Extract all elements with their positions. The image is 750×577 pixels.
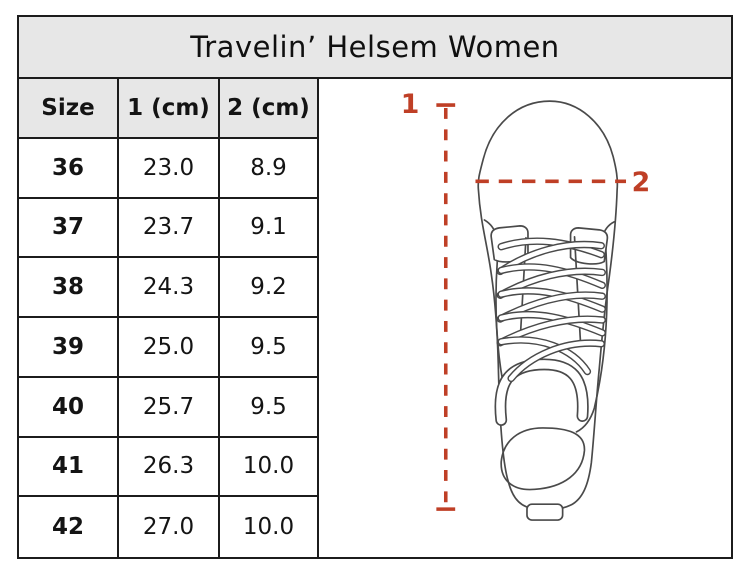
shoe-illustration: 1 2 [401, 89, 651, 521]
heel-pull-tab [526, 503, 564, 521]
size-cell: 38 [19, 258, 119, 318]
heel-sole-pad [500, 427, 586, 491]
width-cm-cell: 9.5 [220, 318, 319, 378]
length-cm-cell: 27.0 [119, 497, 220, 557]
size-cell: 36 [19, 138, 119, 199]
right-quarter-seam [575, 238, 608, 433]
width-measure-label: 2 [632, 167, 651, 198]
shoe-measurement-diagram: 1 2 [319, 79, 731, 557]
chart-title-bar: Travelin’ Helsem Women [19, 17, 731, 79]
chart-content: Size 1 (cm) 2 (cm) 36 23.0 8.9 37 23.7 9… [19, 79, 731, 557]
size-column-header: Size [19, 79, 119, 139]
width-cm-cell: 10.0 [220, 497, 319, 557]
length-cm-cell: 26.3 [119, 437, 220, 498]
size-cell: 39 [19, 318, 119, 378]
width-cm-cell: 9.1 [220, 198, 319, 259]
length-cm-cell: 25.7 [119, 377, 220, 438]
length-column-header: 1 (cm) [119, 79, 220, 139]
size-cell: 42 [19, 497, 119, 557]
size-cell: 41 [19, 437, 119, 498]
length-cm-cell: 25.0 [119, 318, 220, 378]
length-measure-line [436, 103, 456, 511]
shoe-top-view-drawing [477, 100, 619, 521]
length-cm-cell: 23.0 [119, 138, 220, 199]
width-cm-cell: 9.5 [220, 377, 319, 438]
length-cm-cell: 23.7 [119, 198, 220, 259]
size-cell: 37 [19, 198, 119, 259]
width-cm-cell: 8.9 [220, 138, 319, 199]
size-table: Size 1 (cm) 2 (cm) 36 23.0 8.9 37 23.7 9… [19, 79, 319, 557]
size-cell: 40 [19, 377, 119, 438]
length-measure-label: 1 [401, 89, 420, 120]
width-column-header: 2 (cm) [220, 79, 319, 139]
size-chart-panel: Travelin’ Helsem Women Size 1 (cm) 2 (cm… [17, 15, 733, 559]
width-cm-cell: 9.2 [220, 258, 319, 318]
length-cm-cell: 24.3 [119, 258, 220, 318]
chart-title: Travelin’ Helsem Women [190, 30, 560, 64]
width-cm-cell: 10.0 [220, 437, 319, 498]
